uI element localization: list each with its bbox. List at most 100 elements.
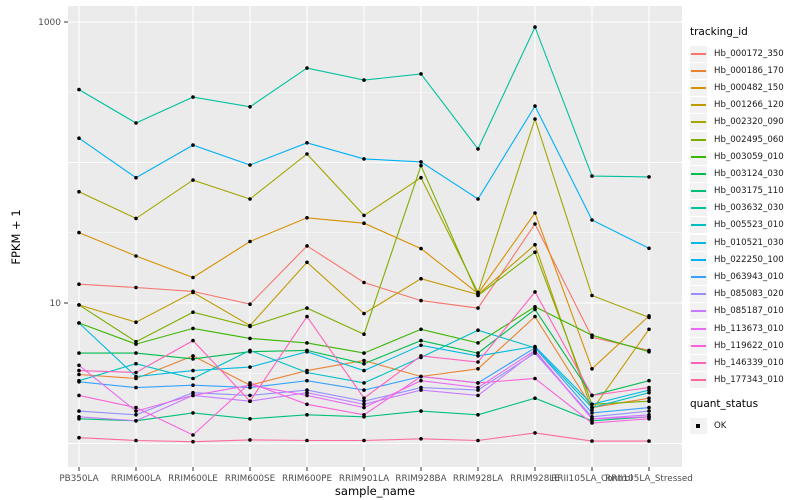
legend-entry: Hb_177343_010 (690, 372, 798, 389)
data-point (134, 370, 138, 375)
data-point (533, 222, 537, 226)
data-point (77, 321, 81, 325)
data-point (362, 358, 366, 363)
data-point (134, 361, 138, 366)
legend-key-swatch (690, 303, 707, 320)
data-point (305, 388, 309, 392)
data-point (590, 439, 594, 443)
legend-entry-label: Hb_085187_010 (714, 306, 784, 317)
data-point (362, 399, 366, 404)
y-axis-title: FPKM + 1 (9, 209, 23, 265)
legend-line-icon (691, 361, 706, 364)
legend-entry-label: Hb_177343_010 (714, 375, 784, 386)
data-point (248, 348, 252, 353)
data-point (476, 385, 480, 390)
data-point (191, 354, 195, 358)
data-point (248, 365, 252, 369)
data-point (533, 290, 537, 294)
data-point (77, 303, 81, 307)
data-point (590, 333, 594, 338)
data-point (134, 342, 138, 346)
legend-line-icon (691, 327, 706, 330)
data-point (476, 388, 480, 392)
data-point (362, 413, 366, 417)
data-point (134, 409, 138, 413)
legend-entry-label: Hb_022250_100 (714, 254, 784, 265)
legend-line-icon (691, 241, 706, 244)
data-point (191, 310, 195, 315)
data-point (134, 121, 138, 125)
data-point (533, 307, 537, 312)
data-point (533, 376, 537, 381)
data-point (419, 160, 423, 164)
data-point (191, 290, 195, 295)
legend-key-swatch (690, 165, 707, 182)
data-point (191, 411, 195, 415)
data-point (191, 383, 195, 388)
legend-entry: Hb_119622_010 (690, 337, 798, 354)
legend-key-swatch (690, 183, 707, 200)
legend-entry: Hb_001266_120 (690, 97, 798, 114)
legend-entry-label: Hb_002320_090 (714, 117, 784, 128)
data-point (590, 393, 594, 398)
data-point (305, 402, 309, 407)
legend-line-icon (691, 293, 706, 296)
data-point (362, 438, 366, 443)
legend-entry-label: Hb_063943_010 (714, 272, 784, 283)
data-point (362, 405, 366, 410)
data-point (476, 290, 480, 295)
quant-status-label: OK (714, 420, 727, 431)
x-tick-label: RRIM901LA (339, 474, 389, 484)
data-point (476, 438, 480, 443)
data-point (191, 326, 195, 331)
data-point (248, 163, 252, 167)
data-point (248, 302, 252, 307)
data-point (647, 349, 651, 354)
data-point (191, 368, 195, 373)
data-point (419, 343, 423, 348)
data-point (191, 433, 195, 437)
data-point (134, 216, 138, 221)
data-point (590, 405, 594, 410)
data-point (476, 293, 480, 298)
data-point (77, 351, 81, 355)
data-point (533, 314, 537, 319)
x-tick-label: RRII105LA_Stressed (605, 474, 693, 484)
data-point (305, 306, 309, 310)
data-point (647, 417, 651, 421)
data-point (476, 197, 480, 201)
legend-key-swatch (690, 45, 707, 62)
data-point (191, 439, 195, 444)
data-point (590, 293, 594, 298)
data-point (134, 419, 138, 423)
data-point (248, 381, 252, 385)
legend-entry: Hb_000186_170 (690, 62, 798, 79)
data-point (419, 327, 423, 332)
data-point (191, 95, 195, 99)
legend-key-swatch (690, 62, 707, 79)
data-point (647, 388, 651, 392)
data-point (590, 411, 594, 415)
data-point (305, 141, 309, 145)
legend-line-icon (691, 310, 706, 313)
data-point (590, 218, 594, 222)
data-point (362, 381, 366, 385)
data-point (533, 117, 537, 121)
data-point (362, 368, 366, 373)
legend-key-swatch (690, 200, 707, 217)
legend-entry: Hb_003059_010 (690, 148, 798, 165)
legend-entry: Hb_002495_060 (690, 131, 798, 148)
data-point (533, 396, 537, 401)
data-point (419, 72, 423, 76)
data-point (533, 211, 537, 215)
data-point (191, 275, 195, 280)
x-tick-label: RRIM600LA (111, 474, 161, 484)
data-point (305, 260, 309, 265)
data-point (533, 305, 537, 309)
legend-entry: Hb_010521_030 (690, 234, 798, 251)
data-point (305, 349, 309, 354)
data-point (476, 413, 480, 417)
data-point (77, 372, 81, 377)
legend-title: tracking_id (690, 26, 748, 38)
legend-key-swatch (690, 269, 707, 286)
